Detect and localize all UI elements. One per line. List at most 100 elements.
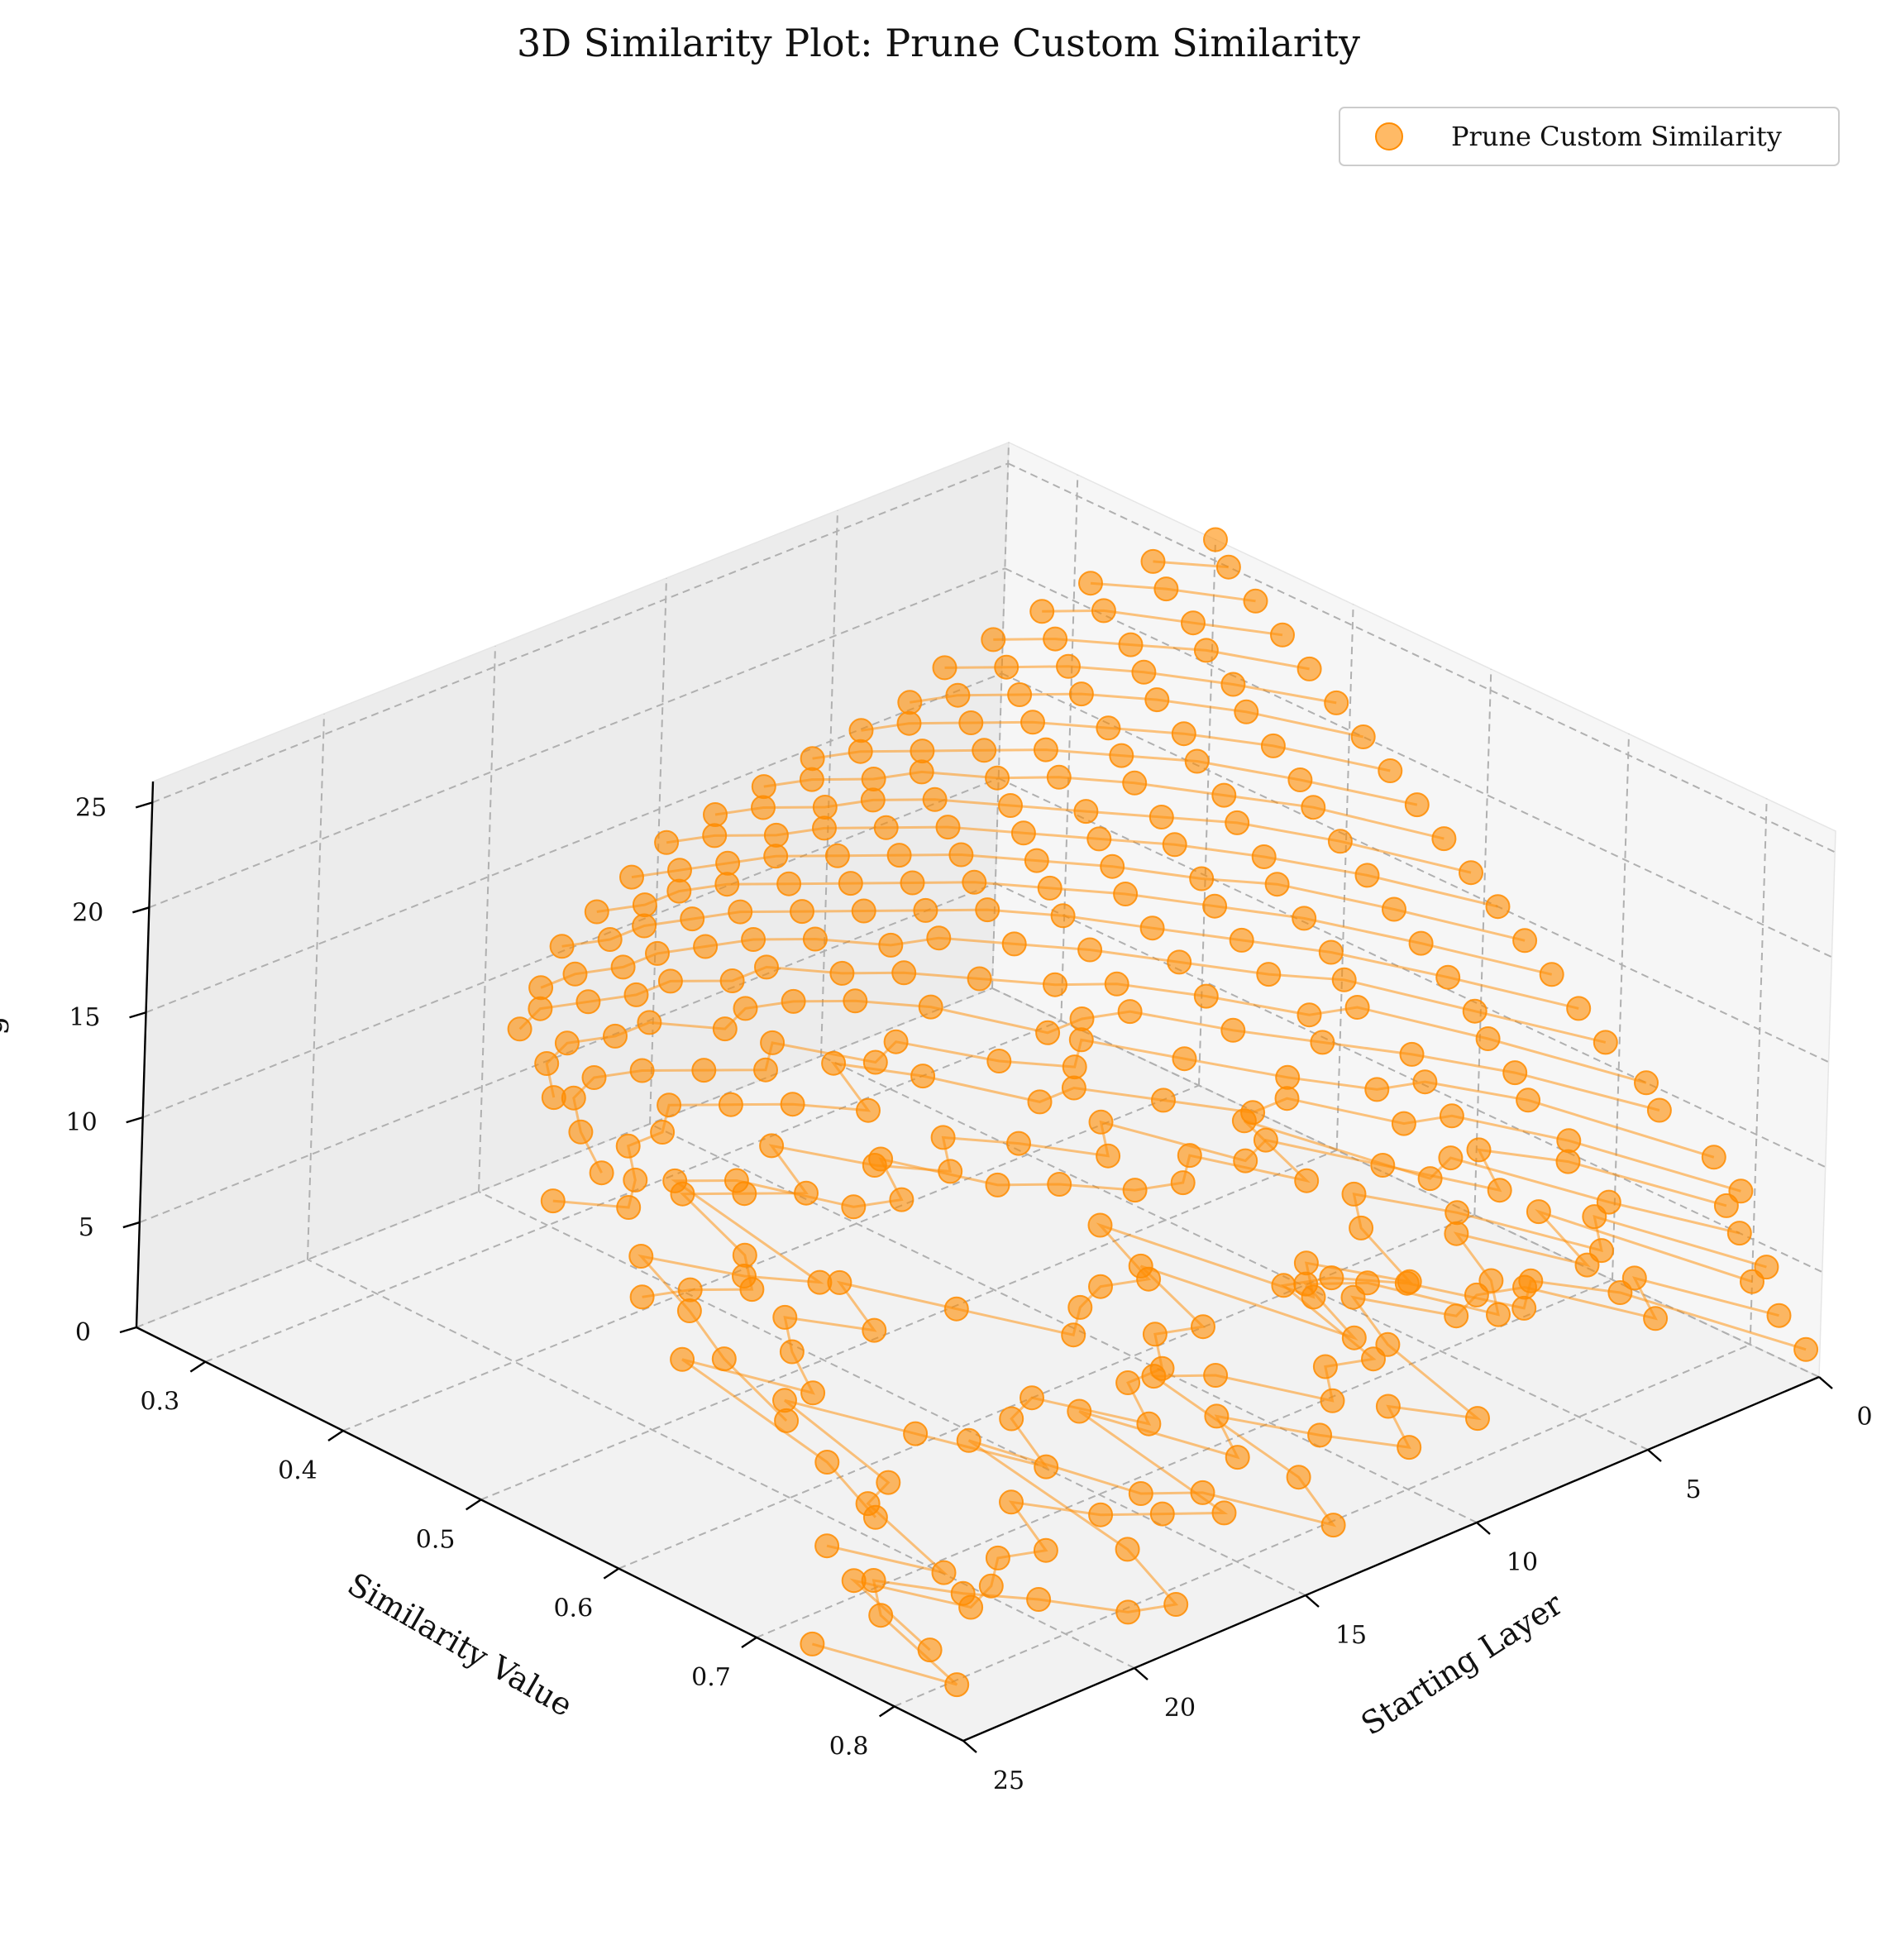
data-point: [667, 858, 692, 883]
z-axis-line: [135, 781, 155, 1328]
data-point: [763, 822, 789, 848]
series-connector: [1153, 560, 1230, 569]
grid-line-x-wall: [307, 713, 325, 1260]
data-point: [918, 994, 943, 1020]
data-point: [841, 1194, 867, 1220]
data-point: [860, 787, 886, 813]
data-point: [1439, 1103, 1464, 1129]
z-tick-label: 0: [75, 1318, 91, 1347]
data-point: [589, 1160, 614, 1186]
data-point: [654, 829, 680, 855]
data-point: [1253, 1127, 1278, 1153]
legend-label: Prune Custom Similarity: [1451, 121, 1782, 152]
data-point: [1588, 1238, 1614, 1264]
data-point: [975, 897, 1000, 923]
data-point: [754, 954, 779, 980]
data-point: [657, 968, 683, 994]
data-point: [1391, 1111, 1416, 1136]
data-point: [1459, 860, 1483, 886]
data-point: [1088, 1109, 1114, 1135]
data-point: [1142, 1322, 1168, 1347]
data-point: [1109, 743, 1134, 768]
data-point: [1067, 1294, 1093, 1320]
data-point: [1136, 1411, 1162, 1437]
data-point: [856, 1097, 881, 1123]
data-point: [1512, 1274, 1537, 1300]
data-point: [802, 926, 828, 952]
data-point: [1026, 1587, 1052, 1612]
data-point: [1096, 715, 1121, 741]
data-point: [1375, 1394, 1401, 1419]
chart-title: 3D Similarity Plot: Prune Custom Similar…: [517, 21, 1360, 65]
z-tick-label: 15: [69, 1003, 100, 1032]
x-tick-mark: [1476, 1522, 1491, 1535]
data-point: [760, 1030, 786, 1055]
x-tick-mark: [962, 1740, 977, 1753]
data-point: [1220, 672, 1246, 697]
data-point: [1037, 875, 1062, 901]
data-point: [1131, 659, 1157, 685]
data-point: [666, 878, 692, 904]
data-point: [1307, 1422, 1333, 1448]
data-point: [812, 795, 838, 820]
data-point: [1086, 826, 1112, 852]
data-point: [772, 1304, 798, 1330]
data-point: [615, 1133, 641, 1159]
data-point: [712, 1016, 738, 1042]
grid-line-x-wall: [991, 442, 1010, 989]
data-point: [1287, 767, 1313, 792]
data-point: [676, 1298, 702, 1323]
data-point: [994, 654, 1020, 680]
grid-line-z-wall: [136, 987, 993, 1328]
data-point: [1350, 724, 1376, 749]
data-point: [1417, 1166, 1443, 1192]
data-point: [972, 738, 997, 763]
data-point: [1404, 792, 1430, 818]
data-point: [878, 932, 904, 958]
data-point: [1375, 1331, 1401, 1357]
data-point: [1033, 737, 1058, 762]
data-point: [1486, 1302, 1511, 1327]
data-point: [1027, 1089, 1053, 1115]
data-point: [897, 690, 923, 715]
grid-line-x-floor: [307, 1259, 1135, 1669]
data-point: [541, 1085, 566, 1111]
data-point: [1516, 1088, 1541, 1113]
data-point: [1006, 1131, 1031, 1156]
data-point: [910, 739, 935, 764]
data-point: [719, 968, 745, 993]
data-point: [1056, 653, 1081, 679]
data-point: [1034, 1454, 1059, 1480]
data-point: [1225, 810, 1250, 835]
data-point: [732, 1181, 757, 1207]
data-point: [575, 989, 601, 1015]
data-point: [528, 975, 554, 1001]
y-tick-mark: [466, 1499, 482, 1511]
data-point: [1364, 1077, 1390, 1102]
z-tick-label: 20: [72, 898, 103, 927]
data-point: [628, 1244, 654, 1269]
data-point: [1068, 681, 1094, 707]
data-point: [1320, 1388, 1345, 1413]
data-point: [800, 1631, 825, 1656]
series-connector: [1042, 609, 1283, 637]
x-tick-label: 25: [993, 1766, 1024, 1795]
z-tick-mark: [122, 1221, 141, 1229]
data-point: [985, 1545, 1010, 1570]
data-point: [1438, 1145, 1464, 1171]
data-point: [1728, 1178, 1754, 1204]
data-point: [528, 996, 553, 1021]
data-point: [780, 1092, 805, 1117]
data-point: [562, 961, 588, 987]
z-tick-label: 10: [66, 1108, 98, 1137]
x-tick-label: 15: [1335, 1621, 1367, 1650]
data-point: [1312, 1354, 1338, 1379]
data-point: [896, 710, 922, 736]
data-point: [930, 1125, 956, 1150]
data-point: [581, 1065, 607, 1090]
data-point: [645, 940, 670, 966]
x-tick-mark: [1818, 1376, 1833, 1389]
data-point: [1139, 915, 1165, 941]
data-point: [948, 842, 974, 868]
data-point: [1118, 632, 1144, 657]
